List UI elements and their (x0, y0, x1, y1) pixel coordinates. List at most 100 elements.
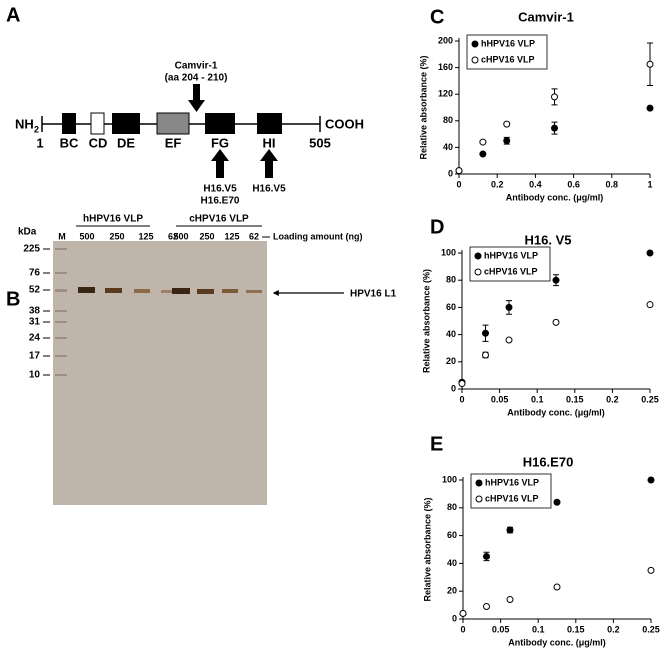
data-point (479, 138, 487, 146)
legend-marker (474, 268, 482, 276)
x-tick-label: 0.25 (641, 394, 659, 404)
y-tick-label: 20 (447, 586, 457, 596)
data-point (455, 167, 463, 175)
chart: C Camvir-1 0 40 80 120 160 200 0 0.2 0.4 0.6 0.8 1 Rel… (418, 6, 654, 202)
lane-label: 62 (168, 231, 178, 241)
marker-label: 76 (29, 268, 41, 279)
chart: D H16. V5 0 20 40 60 80 100 0 0.05 0.1 0.15 0.2 0.25 R… (421, 216, 658, 417)
x-axis-label: Antibody conc. (μg/ml) (507, 407, 605, 417)
y-tick-label: 200 (438, 35, 453, 45)
residue-start: 1 (36, 135, 43, 150)
x-tick-label: 0.25 (642, 624, 660, 634)
loop-label: FG (211, 135, 229, 150)
y-tick-label: 60 (446, 302, 456, 312)
x-tick-label: 0.2 (607, 624, 620, 634)
legend-label: hHPV16 VLP (484, 250, 538, 260)
marker-lane-label: M (58, 231, 66, 241)
y-axis-label: Relative absorbance (%) (421, 269, 431, 373)
lane-label: 125 (138, 231, 153, 241)
x-tick-label: 1 (647, 179, 652, 189)
data-point (483, 602, 490, 610)
data-point (646, 104, 654, 112)
x-tick-label: 0.6 (567, 179, 580, 189)
y-axis-label: Relative absorbance (%) (422, 497, 432, 601)
y-tick-label: 40 (443, 142, 453, 152)
loading-label: Loading amount (ng) (273, 231, 362, 241)
legend-label: hHPV16 VLP (485, 477, 539, 487)
data-point (646, 60, 654, 68)
band-label: HPV16 L1 (350, 289, 397, 300)
x-tick-label: 0.2 (491, 179, 504, 189)
data-point (646, 249, 654, 257)
legend-label: hHPV16 VLP (481, 38, 535, 48)
loop-box (257, 113, 282, 134)
data-point (505, 336, 513, 344)
y-tick-label: 20 (446, 356, 456, 366)
x-tick-label: 0.15 (566, 394, 584, 404)
unit-label: kDa (18, 227, 37, 238)
x-tick-label: 0.05 (492, 624, 510, 634)
panel-letter: C (430, 6, 444, 28)
y-tick-label: 40 (447, 558, 457, 568)
x-tick-label: 0 (456, 179, 461, 189)
data-point (551, 93, 558, 101)
marker-label: 17 (29, 351, 41, 362)
gel-image (53, 241, 267, 505)
y-tick-label: 0 (452, 613, 457, 623)
arrow (188, 84, 205, 112)
marker-label: 225 (23, 244, 40, 255)
x-tick-label: 0 (459, 394, 464, 404)
data-point (646, 301, 654, 309)
x-tick-label: 0.1 (532, 624, 545, 634)
loop-box (112, 113, 140, 134)
y-tick-label: 60 (447, 530, 457, 540)
data-point (506, 596, 514, 604)
lane-label: 250 (109, 231, 124, 241)
legend-marker (475, 479, 483, 487)
marker-label: 10 (29, 370, 41, 381)
chart-title: Camvir-1 (518, 9, 574, 24)
data-point (503, 120, 511, 128)
y-tick-label: 160 (438, 62, 453, 72)
loop-label: CD (89, 135, 108, 150)
data-point (505, 303, 513, 311)
y-axis-label: Relative absorbance (%) (418, 55, 428, 159)
ladder (55, 248, 67, 376)
antibody-label: H16.V5 (203, 184, 237, 195)
x-axis-label: Antibody conc. (μg/ml) (506, 192, 604, 202)
data-point (552, 318, 560, 326)
lane-label: 500 (173, 231, 188, 241)
legend-box (466, 34, 548, 70)
chart-title: H16. V5 (525, 232, 572, 247)
x-tick-label: 0.05 (491, 394, 509, 404)
loop-box (62, 113, 76, 134)
y-tick-label: 0 (448, 168, 453, 178)
chart-title: H16.E70 (523, 454, 574, 469)
y-tick-label: 0 (451, 383, 456, 393)
data-point (479, 150, 487, 158)
n-terminus-sub: 2 (34, 124, 39, 134)
x-tick-label: 0.8 (606, 179, 619, 189)
antibody-label: H16.V5 (252, 184, 286, 195)
loop-label: HI (263, 135, 276, 150)
y-tick-label: 100 (442, 474, 457, 484)
marker-label: 52 (29, 285, 41, 296)
x-tick-label: 0.1 (531, 394, 544, 404)
antibody-label: Camvir-1 (175, 61, 218, 72)
residue-end: 505 (309, 135, 331, 150)
lane-label: 62 (249, 231, 259, 241)
loop-box (90, 112, 105, 135)
x-tick-label: 0.4 (529, 179, 542, 189)
legend-box (470, 473, 552, 509)
lane-label: 250 (199, 231, 214, 241)
data-point (458, 380, 466, 388)
data-point (647, 566, 655, 574)
x-tick-label: 0.15 (567, 624, 585, 634)
y-tick-label: 120 (438, 89, 453, 99)
y-tick-label: 80 (446, 275, 456, 285)
group-label: cHPV16 VLP (189, 214, 249, 225)
data-point (647, 476, 655, 484)
c-terminus: COOH (325, 116, 364, 131)
n-terminus: NH (15, 116, 34, 131)
arrow (260, 149, 278, 178)
